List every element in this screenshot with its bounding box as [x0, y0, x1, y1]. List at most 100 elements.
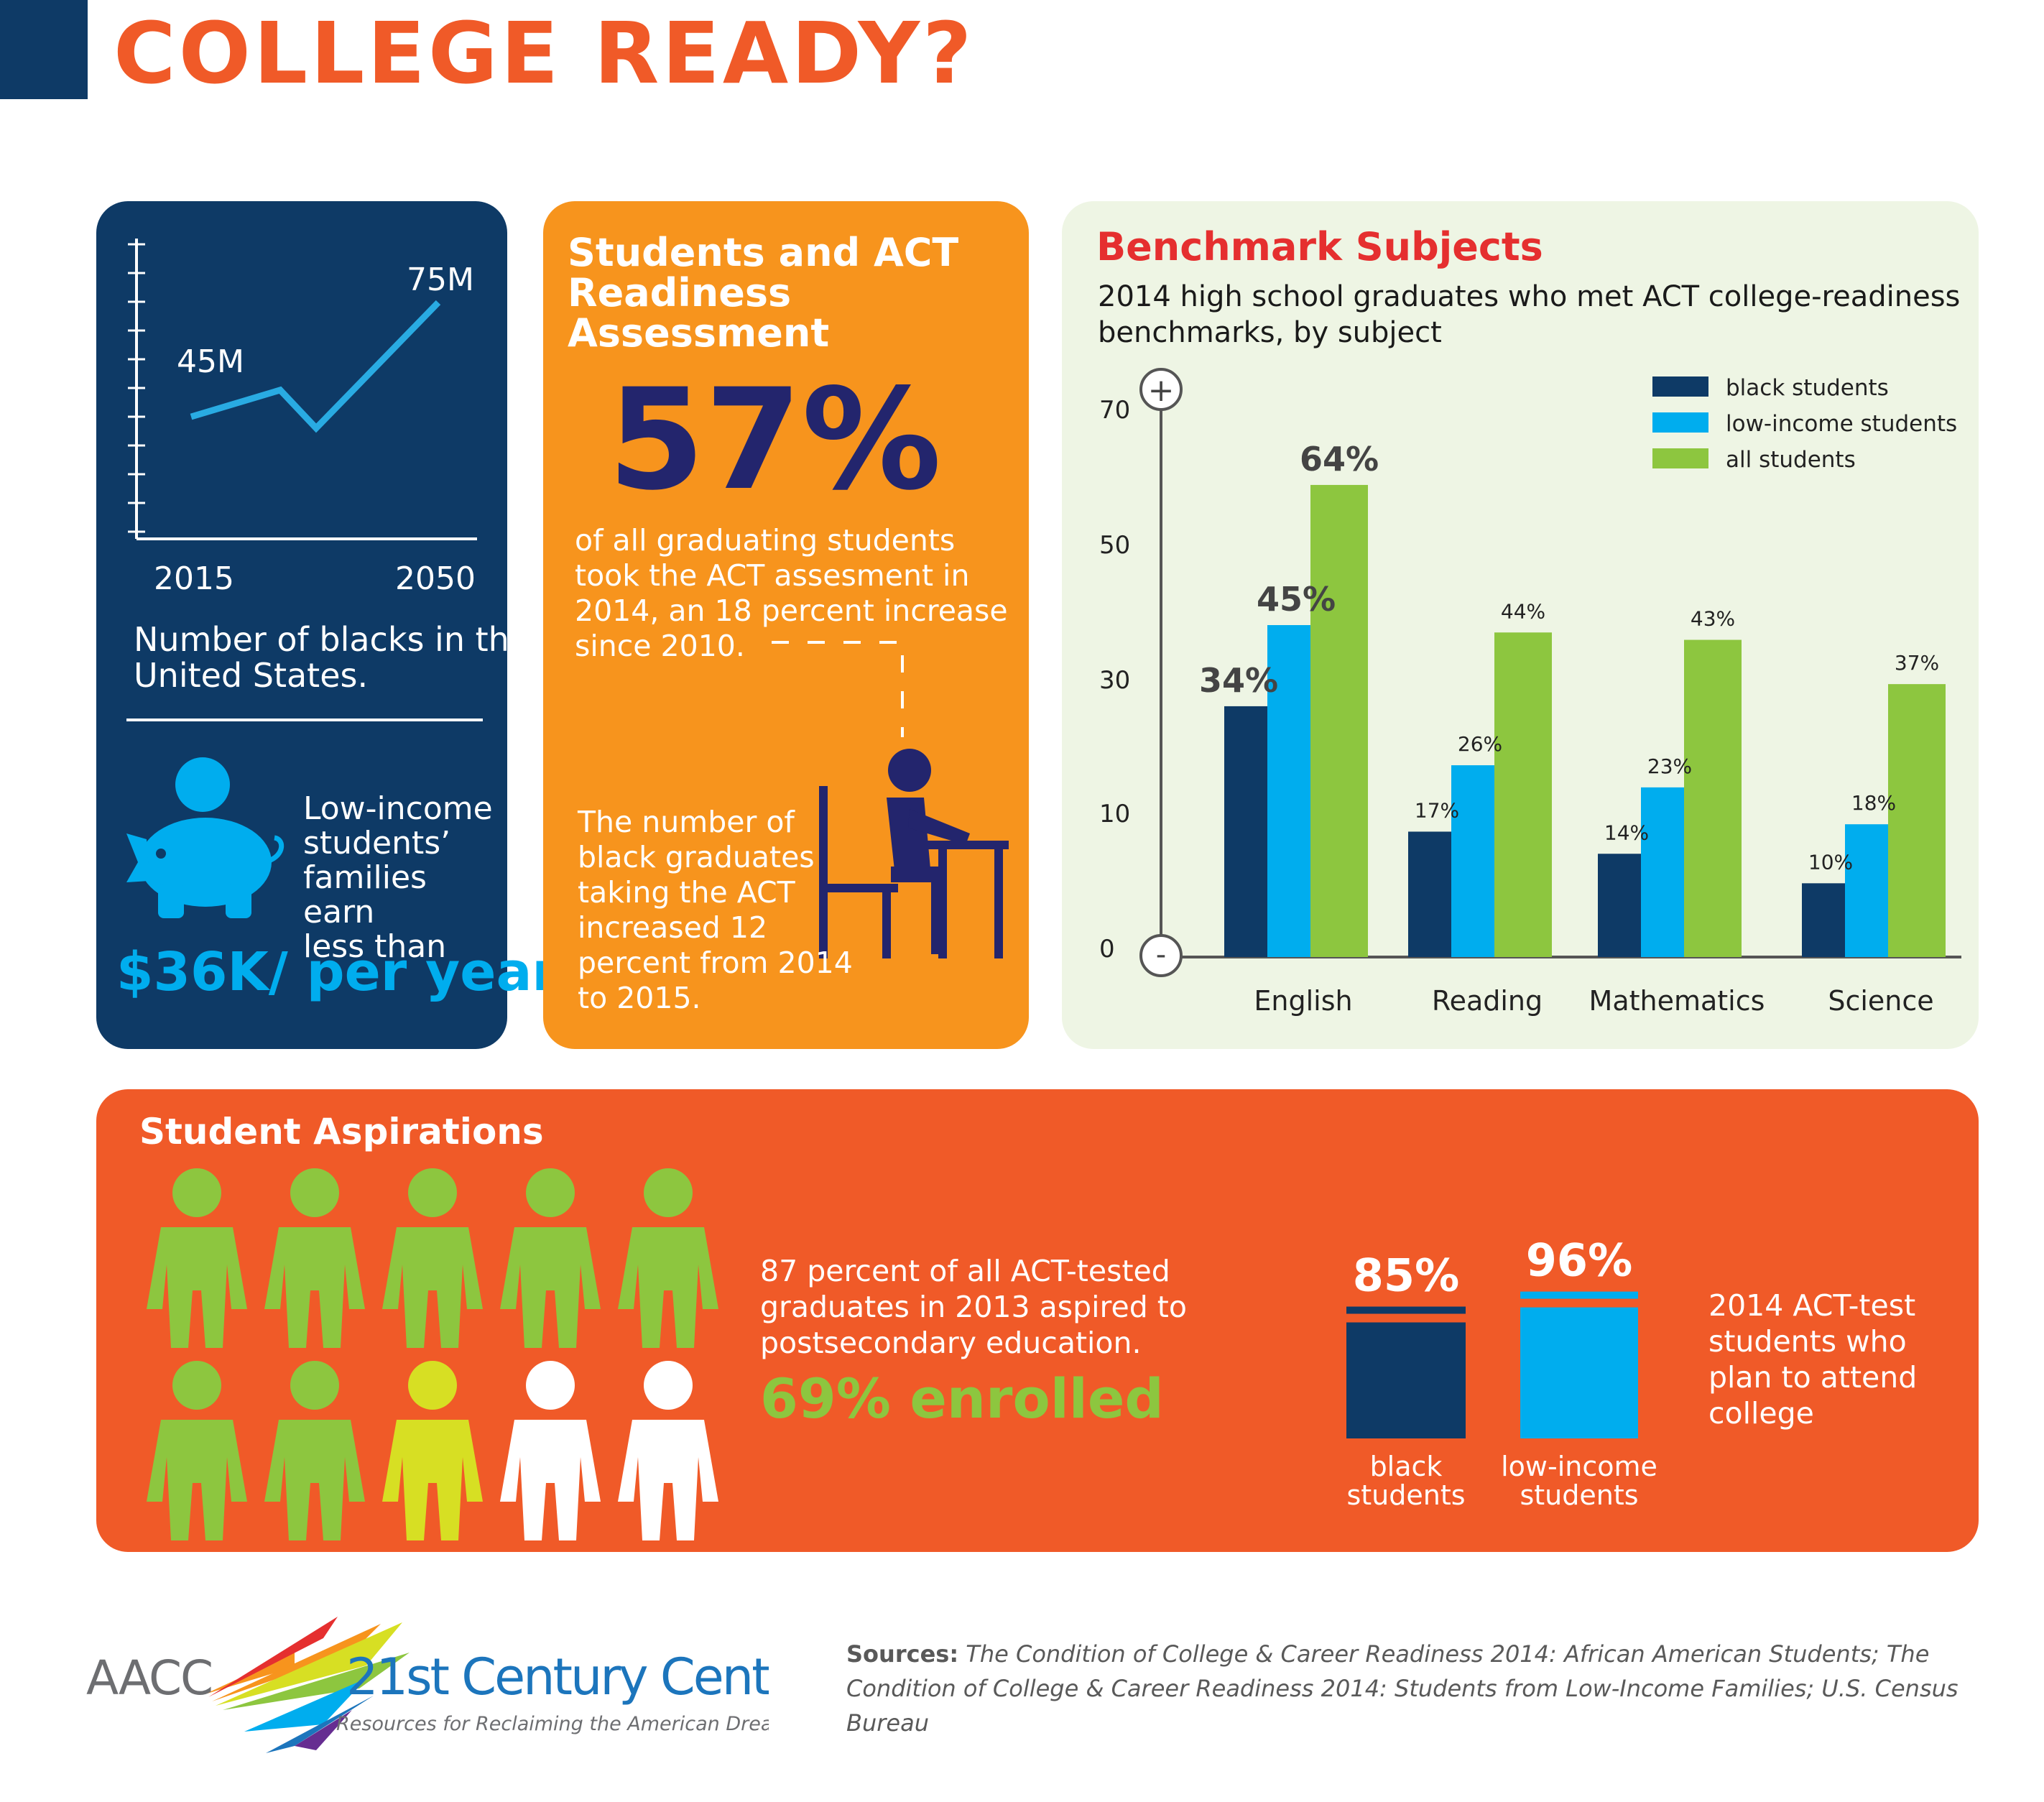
bar-value-label: 45%	[1257, 580, 1336, 619]
axis-minus-label: -	[1156, 938, 1166, 971]
logo-aacc-text: AACC	[86, 1650, 212, 1706]
chart-bar-labels: 34% 45% 64% 17% 26% 44% 14% 23% 43% 10% 18% 37%	[1199, 440, 1939, 874]
plan-bar-label-line1: black	[1370, 1451, 1443, 1482]
population-panel: 45M 75M 2015 2050 Number of blacks in th…	[96, 201, 558, 1049]
aspirations-panel: Student Aspirations 87 percent of all AC…	[96, 1089, 1979, 1552]
person-icon	[382, 1361, 483, 1540]
chart-legend: black students low-income students all stu…	[1652, 375, 1957, 473]
plan-bar-label-line2: students	[1520, 1479, 1638, 1511]
bar-value-label: 18%	[1851, 791, 1896, 815]
category-label: Mathematics	[1589, 985, 1765, 1017]
population-start-value: 45M	[177, 343, 244, 380]
y-tick-label: 30	[1099, 666, 1130, 695]
population-axis-ticks	[128, 243, 145, 533]
person-icon	[618, 1168, 718, 1348]
act-heading: Students and ACT Readiness Assessment	[568, 233, 1029, 354]
aspirations-enrolled: 69% enrolled	[760, 1367, 1164, 1431]
plan-bar	[1346, 1322, 1466, 1438]
act-desc-line-3: 2014, an 18 percent increase	[575, 593, 1008, 628]
y-tick-label: 0	[1099, 935, 1115, 964]
person-icon	[500, 1168, 601, 1348]
bar-value-label: 10%	[1808, 850, 1853, 874]
legend-swatch	[1652, 376, 1708, 397]
plan-bar-value: 96%	[1526, 1234, 1632, 1287]
bar-english-2	[1310, 484, 1368, 957]
aspirations-text: 87 percent of all ACT-tested graduates i…	[760, 1253, 1187, 1361]
plan-bar-label-line2: students	[1346, 1479, 1465, 1511]
act-black-line-2: black graduates	[578, 840, 815, 874]
income-line-3: families earn	[303, 859, 427, 930]
bar-value-label: 23%	[1647, 754, 1692, 778]
bar-value-label: 26%	[1458, 732, 1502, 756]
legend-label: low-income students	[1726, 411, 1957, 437]
category-label: Science	[1828, 985, 1933, 1017]
benchmark-bar-chart: + - 70 50 30 10 0 34% 45% 64% 17% 26% 44% 14% 23% 43…	[1099, 368, 1961, 1017]
y-tick-label: 70	[1099, 396, 1130, 425]
bar-value-label: 64%	[1300, 440, 1379, 479]
act-desc-line-2: took the ACT assesment in	[575, 558, 970, 593]
plan-to-attend-text: 2014 ACT-test students who plan to atten…	[1708, 1288, 1917, 1431]
bar-value-label: 43%	[1691, 607, 1735, 631]
legend-swatch	[1652, 448, 1708, 468]
plan-line-1: 2014 ACT-test	[1708, 1288, 1916, 1323]
aspirations-title: Student Aspirations	[139, 1111, 544, 1152]
aspirations-line-3: postsecondary education.	[760, 1326, 1142, 1360]
plan-line-4: college	[1708, 1396, 1814, 1431]
act-desc-line-4: since 2010.	[575, 629, 745, 663]
category-label: Reading	[1432, 985, 1543, 1017]
axis-plus-icon	[1139, 368, 1183, 411]
legend-label: black students	[1726, 375, 1889, 401]
act-panel: Students and ACT Readiness Assessment 57…	[543, 201, 1029, 1049]
aspirations-line-1: 87 percent of all ACT-tested	[760, 1254, 1170, 1288]
dashed-connector	[772, 641, 904, 737]
person-icon	[147, 1168, 247, 1348]
aspirations-line-2: graduates in 2013 aspired to	[760, 1290, 1187, 1324]
logo-tagline: Resources for Reclaiming the American Dr…	[336, 1713, 769, 1735]
population-end-year: 2050	[395, 560, 476, 597]
sources-label: Sources:	[846, 1640, 959, 1668]
chart-category-labels: English Reading Mathematics Science	[1254, 985, 1933, 1017]
chart-subtitle-line2: benchmarks, by subject	[1098, 316, 1442, 349]
act-heading-line1: Students and ACT	[568, 230, 959, 275]
bar-value-label: 17%	[1415, 798, 1459, 822]
act-desc-line-1: of all graduating students	[575, 523, 956, 558]
income-line-1: Low-income	[303, 790, 493, 827]
chart-subtitle: 2014 high school graduates who met ACT c…	[1098, 279, 1960, 351]
act-heading-line2: Readiness Assessment	[568, 270, 830, 356]
piggy-bank-icon	[126, 757, 284, 918]
bar-value-label: 37%	[1895, 651, 1939, 675]
chart-bars	[1224, 484, 1946, 957]
income-line-2: students’	[303, 825, 451, 861]
population-divider	[126, 719, 483, 721]
plan-bar	[1520, 1307, 1638, 1438]
axis-plus-label: +	[1148, 372, 1175, 409]
sources-text: The Condition of College & Career Readin…	[846, 1640, 1959, 1737]
aacc-logo: AACC 21st Century Center Resources for R…	[86, 1617, 769, 1753]
act-black-line-4: increased 12	[578, 910, 768, 945]
bar-mathematics-2	[1684, 639, 1742, 957]
person-icon	[147, 1361, 247, 1540]
act-description: of all graduating students took the ACT …	[575, 523, 1008, 664]
income-description: Low-income students’ families earn less …	[303, 792, 507, 964]
population-caption-line2: United States.	[134, 656, 369, 695]
plan-bar-cap	[1520, 1291, 1638, 1299]
bar-science-2	[1888, 684, 1946, 957]
bar-reading-2	[1494, 632, 1552, 957]
plan-line-3: plan to attend	[1708, 1360, 1918, 1395]
chart-subtitle-line1: 2014 high school graduates who met ACT c…	[1098, 280, 1961, 313]
population-end-value: 75M	[407, 262, 474, 298]
population-trend-line	[190, 300, 441, 433]
plan-bar-value: 85%	[1353, 1249, 1459, 1302]
act-black-line-5: percent from 2014	[578, 946, 853, 980]
sources-note: Sources: The Condition of College & Care…	[846, 1637, 2003, 1740]
act-black-graduates-text: The number of black graduates taking the…	[578, 805, 853, 1016]
y-tick-label: 10	[1099, 800, 1130, 828]
chart-title: Benchmark Subjects	[1096, 224, 1543, 269]
income-line-4: less than	[303, 928, 447, 965]
income-amount: $36K/ per year	[116, 941, 558, 1003]
benchmark-chart-panel: Benchmark Subjects 2014 high school grad…	[1062, 201, 1979, 1049]
bar-value-label: 14%	[1604, 821, 1649, 844]
population-caption-line1: Number of blacks in the	[134, 620, 530, 659]
act-percent: 57%	[608, 359, 942, 521]
legend-label: all students	[1726, 447, 1856, 473]
